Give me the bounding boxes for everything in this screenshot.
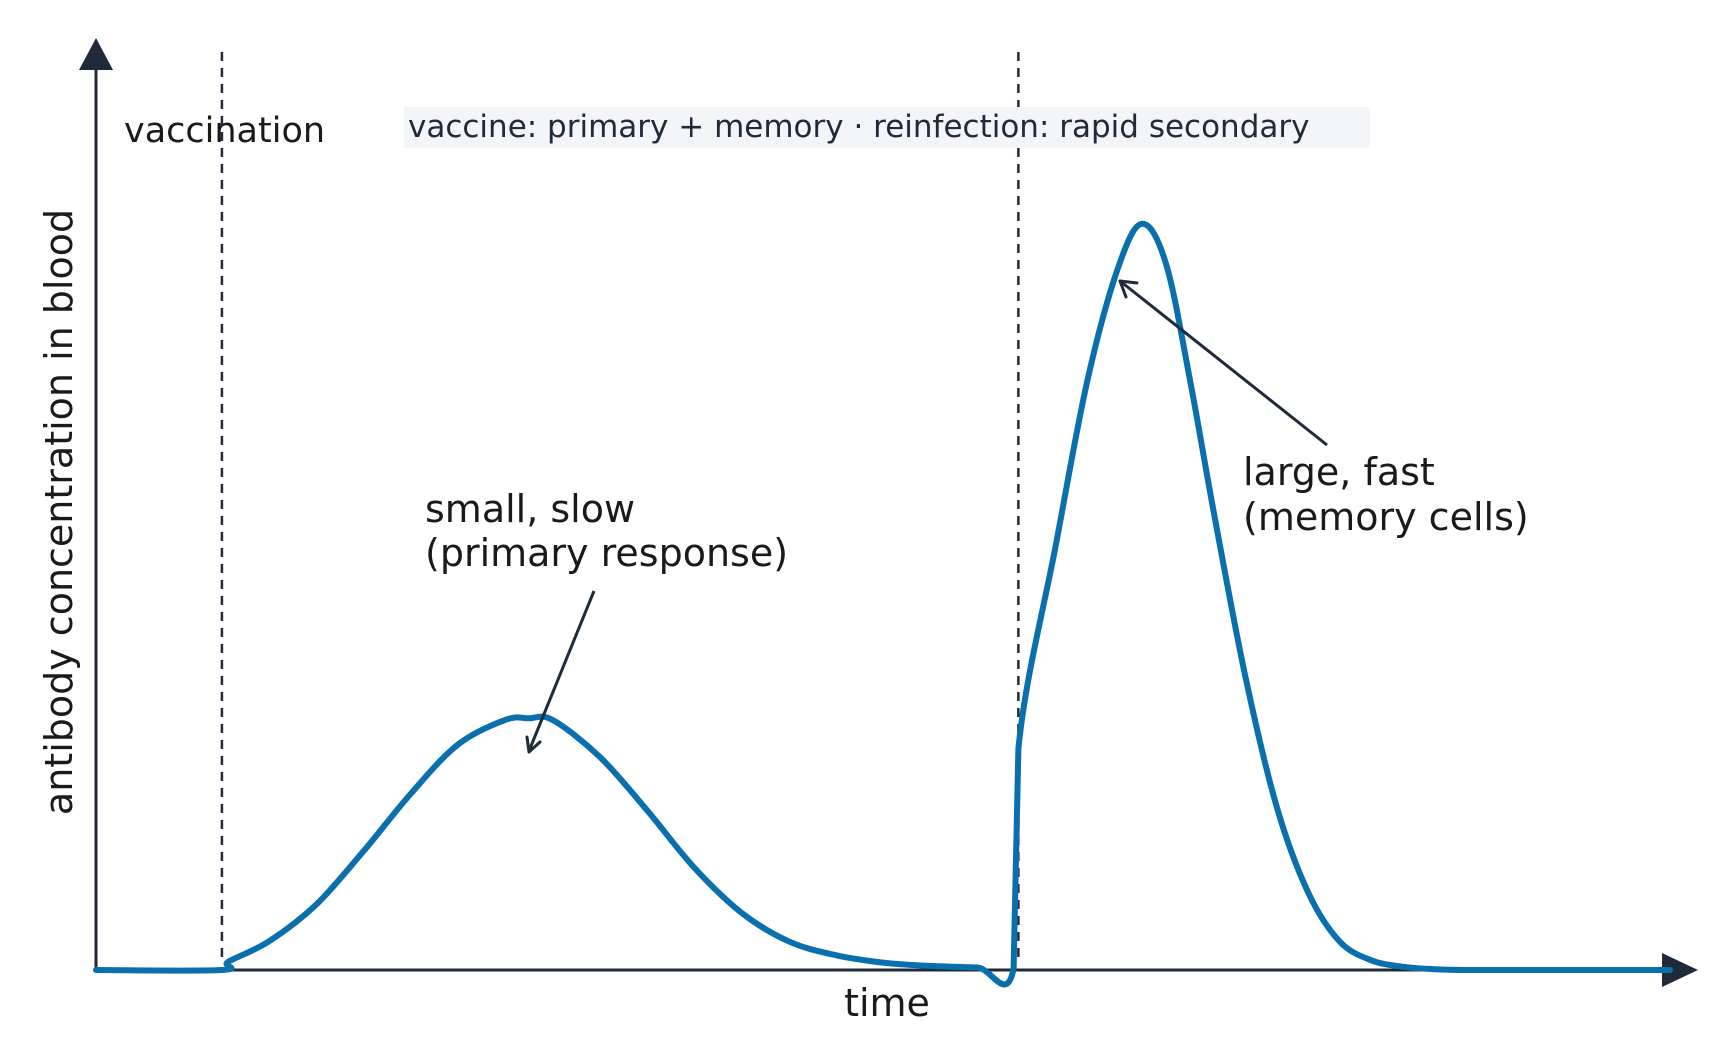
y-axis-label: antibody concentration in blood [37,209,81,815]
annotation-memory-line-2: (memory cells) [1243,495,1529,539]
annotation-memory: large, fast (memory cells) [1243,450,1529,539]
annotation-memory-arrow [1119,279,1328,447]
annotation-memory-arrowhead [1118,279,1139,299]
annotation-primary-arrow [527,590,596,752]
info-box-text: vaccine: primary + memory · reinfection:… [408,109,1309,145]
annotation-primary-arrowhead [525,735,542,754]
annotation-memory-line-1: large, fast [1243,450,1435,494]
x-axis-label: time [844,981,930,1025]
x-axis-arrowhead [1662,953,1698,987]
annotation-primary-line-2: (primary response) [425,531,788,575]
annotation-primary: small, slow (primary response) [425,487,788,575]
info-box-background [404,107,1370,148]
y-axis-arrowhead [79,38,113,70]
annotation-primary-line-1: small, slow [425,487,635,531]
annotation-memory-background [1236,447,1548,544]
antibody-curve [93,220,1673,988]
vaccination-label: vaccination [124,111,325,151]
